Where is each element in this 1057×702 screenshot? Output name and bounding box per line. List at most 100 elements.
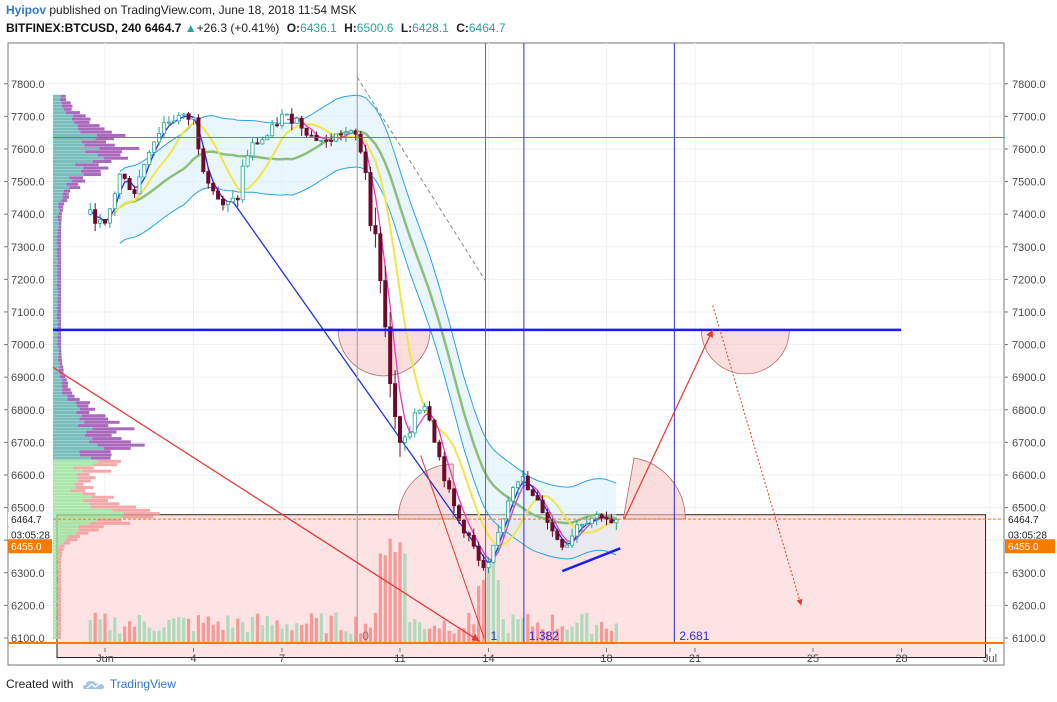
volume-profile-bar bbox=[53, 277, 58, 281]
volume-profile-bar bbox=[53, 248, 57, 252]
volume-profile-bar bbox=[53, 176, 70, 180]
red-arrow-line bbox=[52, 366, 481, 642]
volume-profile-bar bbox=[53, 554, 59, 558]
y-tick-label-right: 7800.0 bbox=[1012, 79, 1046, 91]
volume-profile-bar bbox=[61, 199, 68, 203]
volume-profile-bar bbox=[122, 515, 154, 519]
candle-body bbox=[127, 178, 132, 191]
y-tick-label-right: 7700.0 bbox=[1012, 111, 1046, 123]
volume-bar bbox=[437, 628, 441, 644]
volume-profile-bar bbox=[53, 267, 58, 271]
x-tick-label: Jun bbox=[96, 653, 114, 665]
candle-body bbox=[235, 197, 240, 201]
author-name[interactable]: Hyipov bbox=[6, 3, 47, 17]
volume-profile-bar bbox=[75, 401, 91, 405]
volume-profile-bar bbox=[77, 404, 89, 408]
volume-profile-bar bbox=[53, 215, 58, 219]
volume-bar bbox=[329, 615, 333, 644]
volume-profile-bar bbox=[53, 440, 90, 444]
volume-profile-bar bbox=[53, 290, 59, 294]
volume-profile-bar bbox=[57, 577, 62, 581]
volume-profile-bar bbox=[81, 140, 107, 144]
candle-body bbox=[456, 505, 461, 521]
candle-body bbox=[481, 559, 486, 569]
volume-profile-bar bbox=[53, 251, 58, 255]
volume-bar bbox=[388, 538, 392, 644]
volume-profile-bar bbox=[53, 459, 99, 463]
volume-profile-bar bbox=[53, 619, 59, 623]
bollinger-band-fill bbox=[119, 95, 617, 560]
volume-profile-bar bbox=[104, 446, 131, 450]
volume-profile-bar bbox=[88, 502, 120, 506]
volume-profile-bar bbox=[53, 397, 68, 401]
volume-profile-bar bbox=[53, 104, 62, 108]
volume-profile-bar bbox=[75, 486, 94, 489]
candle-body bbox=[294, 117, 299, 124]
volume-profile-bar bbox=[57, 557, 62, 561]
volume-profile-bar bbox=[53, 596, 58, 600]
volume-profile-bar bbox=[61, 381, 69, 385]
volume-profile-bar bbox=[53, 362, 60, 366]
volume-bar bbox=[427, 628, 432, 644]
volume-profile-bar bbox=[53, 486, 76, 489]
volume-profile-bar bbox=[82, 414, 106, 418]
y-tick-label-left: 7400.0 bbox=[11, 209, 45, 221]
volume-profile-bar bbox=[53, 111, 66, 115]
candle-body bbox=[388, 326, 393, 385]
volume-profile-bar bbox=[53, 212, 59, 216]
volume-profile-bar bbox=[53, 355, 59, 359]
volume-profile-bar bbox=[56, 264, 62, 268]
volume-bar bbox=[359, 633, 363, 644]
y-axis-left: 6100.06200.06300.06400.06500.06600.06700… bbox=[4, 79, 45, 645]
volume-profile-bar bbox=[124, 512, 160, 516]
volume-bar bbox=[373, 613, 378, 644]
volume-profile-bar bbox=[78, 525, 104, 529]
volume-profile-bar bbox=[53, 371, 61, 375]
tradingview-link[interactable]: TradingView bbox=[109, 677, 176, 691]
candle-body bbox=[329, 140, 334, 142]
volume-profile-bar bbox=[58, 205, 64, 209]
support-price-badge-bg bbox=[1005, 539, 1055, 554]
volume-profile-bar bbox=[53, 499, 84, 503]
candle-body bbox=[250, 142, 255, 157]
volume-profile-bar bbox=[58, 212, 62, 216]
candle-body bbox=[152, 141, 157, 153]
open-value: 6436.1 bbox=[300, 21, 337, 35]
volume-profile-bar bbox=[59, 365, 64, 369]
volume-profile-bar bbox=[53, 342, 57, 346]
bollinger-lower bbox=[119, 166, 617, 560]
volume-bar bbox=[614, 623, 618, 644]
volume-profile-bar bbox=[57, 635, 61, 639]
support-price-badge-left: 6455.0 bbox=[11, 542, 42, 553]
y-tick-label-right: 6700.0 bbox=[1012, 437, 1046, 449]
countdown-badge-left: 03:05:28 bbox=[11, 530, 50, 541]
volume-bar bbox=[501, 619, 505, 644]
open-label: O: bbox=[286, 21, 301, 35]
candle-body bbox=[560, 539, 565, 548]
candle-body bbox=[98, 219, 103, 224]
volume-profile-bar bbox=[53, 518, 97, 522]
volume-profile-bar bbox=[79, 407, 96, 411]
volume-profile-bar bbox=[53, 567, 59, 571]
candle-body bbox=[575, 524, 580, 537]
volume-bar bbox=[250, 616, 255, 644]
volume-profile-bar bbox=[90, 456, 111, 460]
volume-profile-bar bbox=[57, 303, 62, 307]
volume-profile-bar bbox=[86, 430, 117, 434]
volume-bar bbox=[609, 630, 614, 644]
candle-body bbox=[122, 173, 127, 179]
candle-body bbox=[516, 481, 521, 488]
volume-bar bbox=[241, 622, 245, 644]
volume-profile-bar bbox=[53, 140, 82, 144]
volume-profile-bar bbox=[57, 622, 61, 626]
volume-profile-bar bbox=[53, 225, 59, 229]
volume-profile-bar bbox=[83, 499, 108, 503]
volume-profile-bar bbox=[104, 156, 128, 160]
volume-profile-bar bbox=[57, 323, 62, 326]
candle-body bbox=[565, 544, 570, 548]
candle-body bbox=[225, 201, 230, 206]
symbol-line: BITFINEX:BTCUSD, 240 6464.7 ▲+26.3 (+0.4… bbox=[6, 21, 506, 35]
volume-profile-bar bbox=[58, 574, 62, 578]
volume-bar bbox=[590, 633, 594, 644]
volume-profile-bar bbox=[53, 531, 77, 535]
